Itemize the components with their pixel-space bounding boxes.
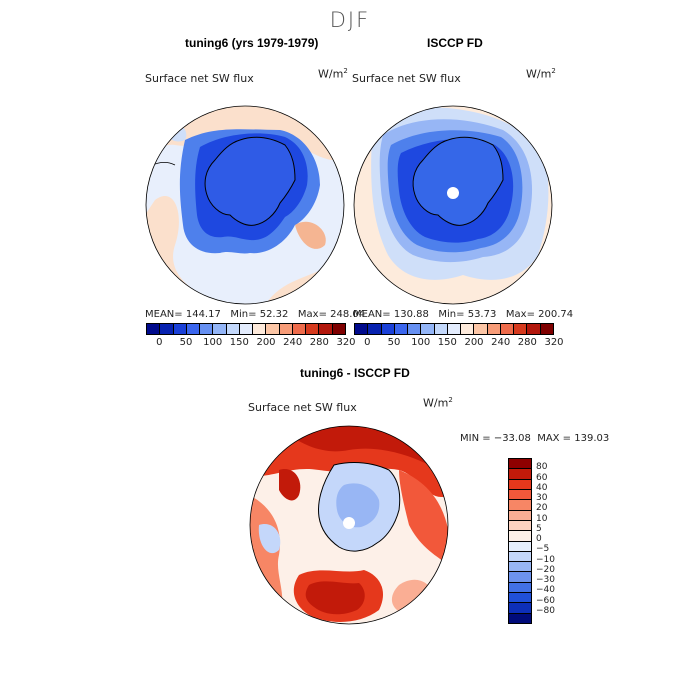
colorbar-swatch (509, 562, 531, 573)
colorbar-swatch (540, 324, 553, 334)
colorbar-swatch (474, 324, 488, 334)
colorbar-swatch (500, 324, 515, 334)
colorbar-swatch (527, 324, 541, 334)
colorbar-swatch (509, 572, 531, 583)
colorbar-swatch (487, 324, 501, 334)
colorbar-tick-label: 0 (156, 337, 163, 348)
colorbar-swatch (306, 324, 320, 334)
colorbar-swatch (509, 520, 531, 532)
colorbar-swatch (509, 469, 531, 480)
season-title: DJF (329, 8, 371, 32)
colorbar-swatch (213, 324, 227, 334)
model-colorbar (146, 323, 346, 335)
model-polar-map (145, 105, 345, 305)
colorbar-swatch (253, 324, 267, 334)
colorbar-tick-label: 0 (536, 534, 542, 544)
obs-colorbar-ticks: 0 50 100 150 200 240 280 320 (354, 337, 563, 351)
model-units-label: W/m2 (318, 67, 348, 81)
colorbar-swatch (186, 324, 201, 334)
colorbar-tick-label: 40 (536, 482, 548, 493)
diff-stats: MIN = −33.08 MAX = 139.03 (460, 433, 610, 444)
diff-units-label: W/m2 (423, 396, 453, 410)
colorbar-tick-label: 200 (256, 337, 276, 348)
colorbar-tick-label: −30 (536, 575, 555, 585)
colorbar-tick-label: 240 (283, 337, 303, 348)
colorbar-swatch (509, 603, 531, 614)
colorbar-tick-label: 150 (229, 337, 249, 348)
colorbar-tick-label: 280 (517, 337, 537, 348)
colorbar-swatch (226, 324, 240, 334)
colorbar-tick-label: −80 (536, 605, 555, 616)
diff-colorbar-ticks: 80 60 40 30 20 10 5 0 −5 −10 −20 −30 −40 −60 −80 (536, 458, 576, 622)
colorbar-swatch (160, 324, 174, 334)
colorbar-tick-label: −20 (536, 564, 555, 575)
colorbar-swatch (279, 324, 293, 334)
colorbar-swatch (509, 551, 531, 563)
model-stats: MEAN= 144.17 Min= 52.32 Max= 248.04 (145, 309, 366, 320)
obs-panel-title: ISCCP FD (427, 36, 483, 50)
colorbar-swatch (147, 324, 161, 334)
colorbar-tick-label: 50 (387, 337, 401, 348)
model-variable-label: Surface net SW flux (145, 72, 254, 85)
colorbar-tick-label: 150 (437, 337, 457, 348)
colorbar-tick-label: −40 (536, 585, 555, 596)
colorbar-tick-label: 320 (336, 337, 356, 348)
colorbar-swatch (332, 324, 345, 334)
diff-colorbar (508, 458, 532, 624)
colorbar-swatch (509, 531, 531, 542)
colorbar-swatch (509, 510, 531, 521)
obs-stats: MEAN= 130.88 Min= 53.73 Max= 200.74 (353, 309, 574, 320)
colorbar-tick-label: 30 (536, 493, 548, 503)
diff-polar-map (249, 425, 449, 625)
colorbar-swatch (239, 324, 254, 334)
colorbar-swatch (509, 479, 531, 490)
colorbar-swatch (200, 324, 214, 334)
colorbar-swatch (509, 613, 531, 623)
colorbar-swatch (461, 324, 475, 334)
diff-variable-label: Surface net SW flux (248, 401, 357, 414)
colorbar-tick-label: 280 (309, 337, 329, 348)
colorbar-tick-label: 60 (536, 472, 548, 483)
colorbar-swatch (408, 324, 422, 334)
colorbar-swatch (421, 324, 435, 334)
colorbar-swatch (319, 324, 333, 334)
colorbar-swatch (394, 324, 409, 334)
colorbar-swatch (509, 500, 531, 511)
colorbar-swatch (509, 489, 531, 501)
colorbar-swatch (434, 324, 448, 334)
colorbar-swatch (509, 582, 531, 594)
colorbar-swatch (292, 324, 307, 334)
colorbar-swatch (368, 324, 382, 334)
colorbar-swatch (509, 593, 531, 604)
colorbar-swatch (509, 541, 531, 552)
colorbar-tick-label: 240 (491, 337, 511, 348)
colorbar-swatch (266, 324, 280, 334)
colorbar-tick-label: 320 (544, 337, 564, 348)
obs-colorbar (354, 323, 554, 335)
colorbar-swatch (514, 324, 528, 334)
model-colorbar-ticks: 0 50 100 150 200 240 280 320 (146, 337, 355, 351)
colorbar-tick-label: 50 (179, 337, 193, 348)
model-panel-title: tuning6 (yrs 1979-1979) (185, 36, 319, 50)
colorbar-tick-label: 80 (536, 462, 548, 473)
obs-variable-label: Surface net SW flux (352, 72, 461, 85)
colorbar-tick-label: 0 (364, 337, 371, 348)
colorbar-swatch (447, 324, 462, 334)
colorbar-tick-label: 100 (411, 337, 431, 348)
colorbar-swatch (381, 324, 395, 334)
obs-polar-map (353, 105, 553, 305)
colorbar-tick-label: 5 (536, 523, 542, 534)
colorbar-swatch (173, 324, 187, 334)
colorbar-tick-label: 20 (536, 503, 548, 514)
colorbar-tick-label: 200 (464, 337, 484, 348)
colorbar-swatch (355, 324, 369, 334)
colorbar-tick-label: 10 (536, 513, 548, 524)
colorbar-tick-label: −5 (536, 544, 550, 555)
diff-panel-title: tuning6 - ISCCP FD (300, 366, 410, 380)
colorbar-tick-label: 100 (203, 337, 223, 348)
obs-units-label: W/m2 (526, 67, 556, 81)
colorbar-tick-label: −10 (536, 554, 555, 565)
colorbar-tick-label: −60 (536, 595, 555, 606)
colorbar-swatch (509, 459, 531, 470)
